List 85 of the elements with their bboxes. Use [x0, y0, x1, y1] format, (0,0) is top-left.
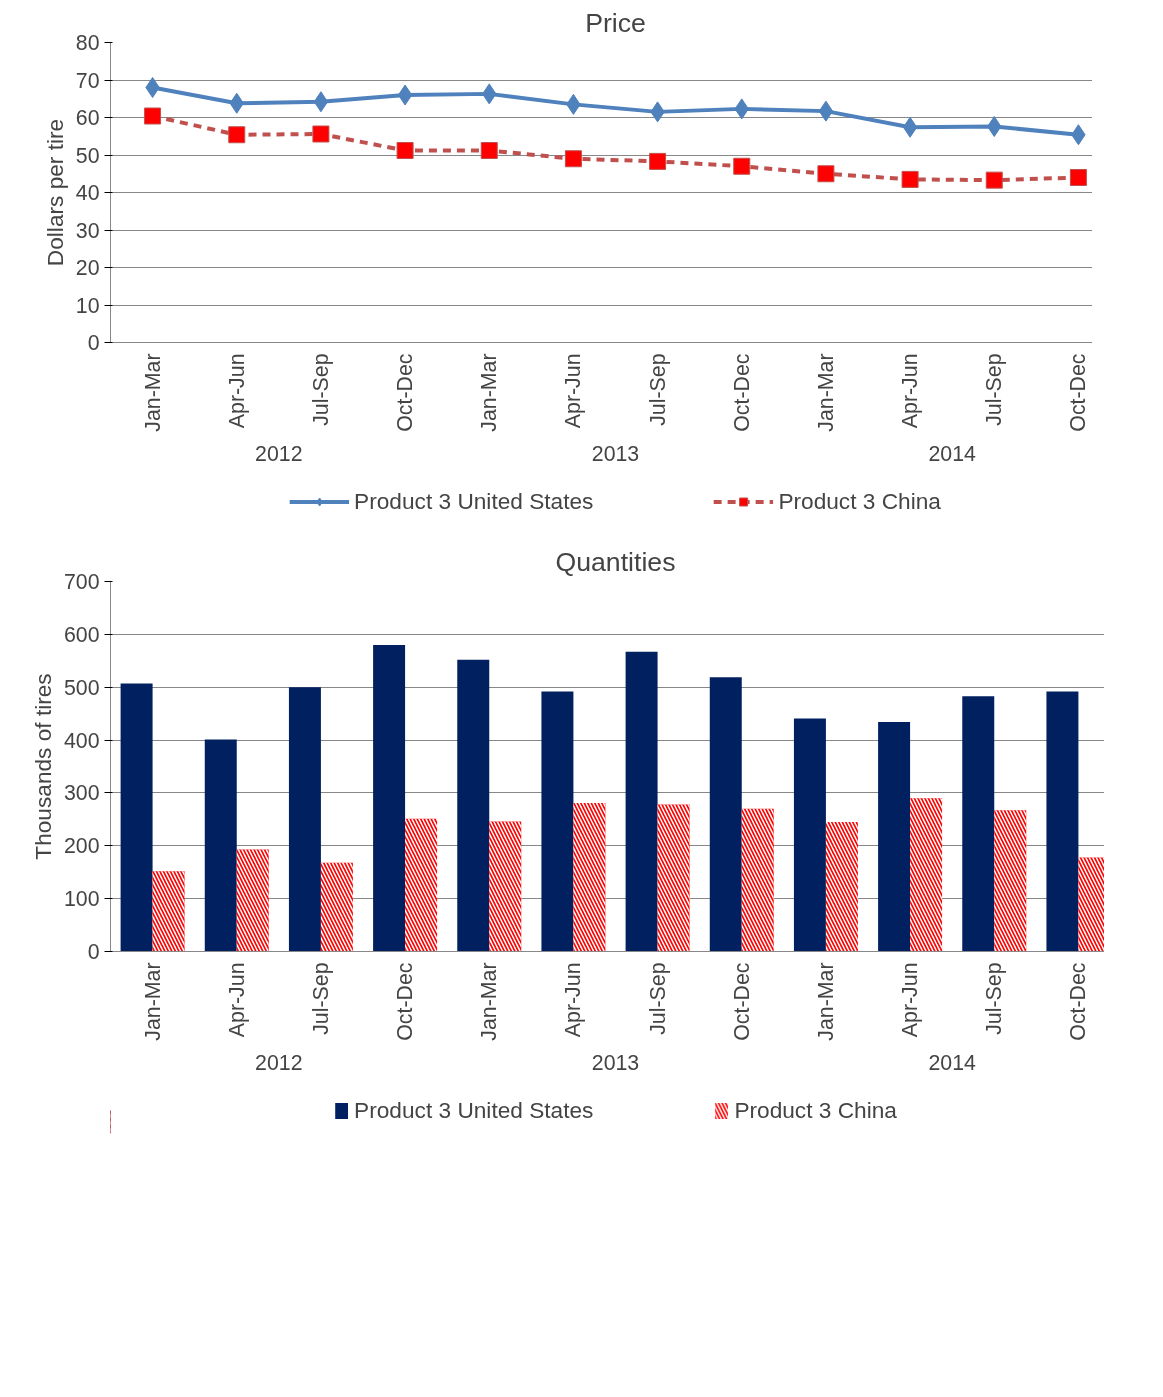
- y-tick-label: 500: [63, 675, 100, 700]
- x-tick-label: Jul-Sep: [645, 353, 670, 426]
- x-tick-label: Oct-Dec: [1066, 962, 1091, 1041]
- point: [480, 142, 498, 159]
- point: [985, 171, 1003, 189]
- y-axis-title: Thousands of tires: [29, 673, 56, 860]
- x-tick-label: Oct-Dec: [729, 962, 754, 1041]
- y-tick-label: 50: [75, 143, 100, 168]
- x-tick-label: Apr-Jun: [561, 353, 586, 429]
- y-tick-label: 0: [87, 940, 100, 964]
- x-tick-label: Jul-Sep: [308, 962, 333, 1035]
- point: [902, 116, 918, 138]
- point: [733, 157, 751, 175]
- x-tick-label: Jan-Mar: [813, 962, 838, 1041]
- point: [817, 165, 835, 183]
- point: [1069, 169, 1087, 186]
- y-tick-label: 600: [63, 622, 100, 647]
- legend-label: Product 3 United States: [354, 487, 594, 515]
- bar: [1046, 691, 1079, 952]
- y-tick-label: 10: [75, 293, 100, 318]
- x-tick-label: Apr-Jun: [898, 353, 923, 429]
- x-tick-label: Jan-Mar: [140, 962, 165, 1041]
- bar: [373, 644, 406, 952]
- x-tick-label: Jul-Sep: [982, 353, 1007, 426]
- y-tick-label: 20: [75, 256, 100, 280]
- legend-label: Product 3 China: [778, 487, 941, 515]
- bar: [457, 659, 490, 952]
- point: [649, 152, 667, 170]
- x-tick-label: Apr-Jun: [224, 962, 249, 1038]
- x-tick-label: Jul-Sep: [982, 962, 1007, 1035]
- point: [228, 126, 246, 144]
- y-tick-label: 70: [75, 68, 100, 93]
- text: 2014: [928, 441, 977, 466]
- x-tick-label: Jan-Mar: [140, 353, 165, 432]
- y-tick-label: 100: [63, 887, 100, 912]
- text: 2012: [255, 1050, 303, 1075]
- bar: [288, 687, 321, 952]
- y-tick-label: 40: [75, 181, 100, 205]
- bar: [793, 718, 826, 952]
- bar: [541, 691, 574, 952]
- x-tick-label: Apr-Jun: [224, 353, 249, 429]
- x-tick-label: Jul-Sep: [645, 962, 670, 1035]
- point: [313, 91, 329, 113]
- x-tick-label: Apr-Jun: [561, 962, 586, 1038]
- y-tick-label: 80: [75, 31, 100, 55]
- y-tick-label: 200: [63, 834, 100, 859]
- y-tick-label: 60: [75, 106, 100, 130]
- x-tick-label: Oct-Dec: [729, 353, 754, 432]
- bar: [625, 651, 658, 952]
- point: [818, 100, 834, 122]
- x-tick-label: Apr-Jun: [898, 962, 923, 1038]
- x-tick-label: Jan-Mar: [477, 962, 502, 1041]
- y-tick-label: 30: [75, 218, 100, 243]
- text: 2012: [255, 441, 303, 466]
- x-tick-label: Oct-Dec: [393, 962, 418, 1041]
- bar: [120, 683, 153, 952]
- y-tick-label: 700: [63, 570, 100, 594]
- point: [397, 84, 413, 106]
- chart-title: Price: [585, 7, 646, 38]
- bar: [878, 722, 911, 952]
- legend-label: Product 3 United States: [354, 1096, 594, 1124]
- x-tick-label: Jul-Sep: [308, 353, 333, 426]
- y-axis-title: Dollars per tire: [41, 118, 68, 267]
- y-tick-label: 0: [87, 331, 100, 355]
- point: [564, 150, 582, 168]
- point: [396, 142, 414, 159]
- point: [312, 125, 330, 143]
- point: [901, 170, 919, 188]
- text: 2013: [591, 441, 640, 466]
- y-tick-label: 300: [63, 781, 100, 806]
- point: [144, 107, 162, 125]
- x-tick-label: Oct-Dec: [1066, 353, 1091, 432]
- legend-label: Product 3 China: [734, 1096, 897, 1124]
- text: 2013: [591, 1050, 640, 1075]
- point: [145, 77, 160, 98]
- chart-title: Quantities: [555, 546, 676, 577]
- y-tick-label: 400: [63, 728, 100, 753]
- bar: [709, 677, 742, 952]
- bar: [204, 739, 237, 952]
- text: 2014: [928, 1050, 977, 1075]
- x-tick-label: Jan-Mar: [477, 353, 502, 432]
- bar: [962, 696, 995, 952]
- x-tick-label: Jan-Mar: [813, 353, 838, 432]
- point: [987, 116, 1002, 137]
- x-tick-label: Oct-Dec: [393, 353, 418, 432]
